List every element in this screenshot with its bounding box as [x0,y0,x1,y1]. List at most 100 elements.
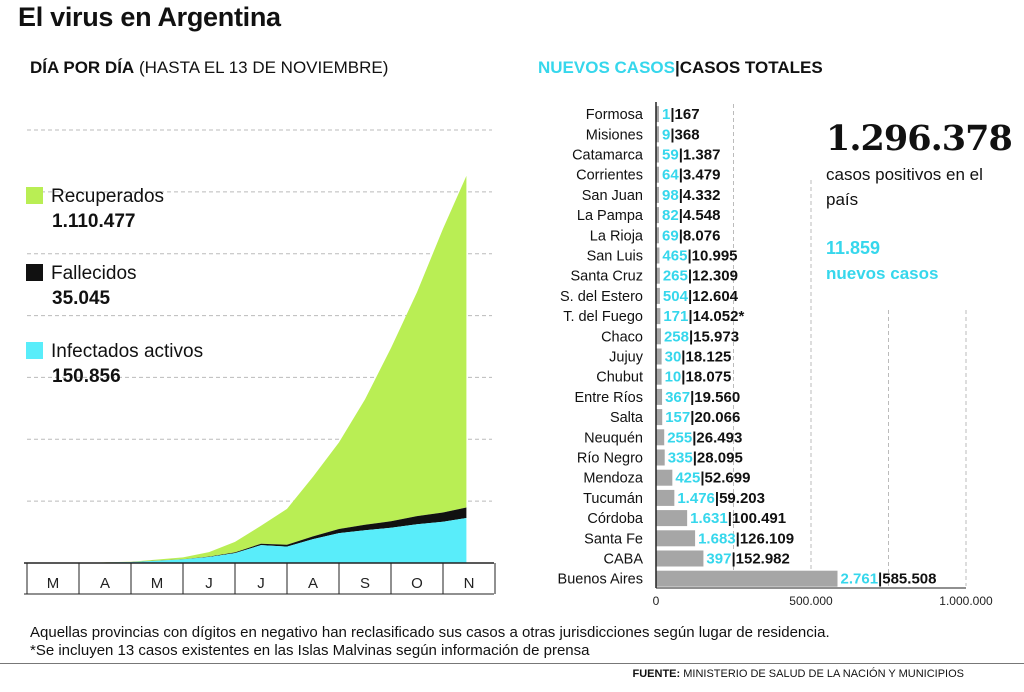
bar-total-cases-label: |1.387 [679,147,721,164]
bar-total-cases-label: |12.604 [688,288,739,305]
bar-chart-gridlines [733,104,967,586]
bar-category-label: Santa Cruz [570,269,643,285]
area-x-tick-label: J [257,575,265,592]
bar-row: Tucumán 1.476|59.203 [583,489,765,507]
area-x-tick-label: A [308,575,318,592]
bar-new-cases-label: 30 [665,349,682,366]
active-swatch-icon [26,342,43,359]
legend-recovered-value: 1.110.477 [52,211,136,232]
bar-category-label: Jujuy [609,350,644,366]
bar-total-cases [656,126,659,143]
legend-active-value: 150.856 [52,366,121,387]
bar-total-cases-label: |15.973 [689,328,739,345]
bar-total-cases [656,146,659,163]
bar-total-cases-label: |167 [670,106,699,123]
bar-row: T. del Fuego 171|14.052* [563,308,744,325]
bar-row: Salta 157|20.066 [610,409,740,426]
bar-data-label: 98|4.332 [662,187,720,204]
total-cases-heading: CASOS TOTALES [679,58,823,77]
bar-new-cases-label: 10 [665,369,682,386]
bar-category-label: Entre Ríos [575,390,644,406]
bar-total-cases-label: |152.982 [731,551,789,568]
bar-category-label: T. del Fuego [563,309,643,325]
bar-data-label: 10|18.075 [665,369,732,386]
bar-category-label: Río Negro [577,451,643,467]
bar-new-cases-label: 397 [706,551,731,568]
source-text: MINISTERIO DE SALUD DE LA NACIÓN Y MUNIC… [683,668,964,680]
bar-row: Santa Cruz 265|12.309 [570,267,738,285]
legend-deaths-label: Fallecidos [51,263,137,284]
legend-deaths: Fallecidos 35.045 [26,263,137,310]
bar-new-cases-label: 82 [662,207,679,224]
bar-data-label: 1.476|59.203 [677,490,765,507]
bar-total-cases [656,207,659,224]
bar-total-cases-label: |4.548 [679,207,721,224]
bar-row: Formosa 1|167 [586,106,700,123]
area-x-tick-label: M [47,575,60,592]
bar-new-cases-label: 171 [663,308,688,325]
bar-total-cases [656,570,838,587]
bar-row: Jujuy 30|18.125 [609,348,732,366]
bar-x-tick-label: 0 [653,594,660,608]
bar-data-label: 171|14.052* [663,308,744,325]
bar-new-cases-label: 69 [662,227,679,244]
legend-active-label: Infectados activos [51,341,204,362]
bar-row: Entre Ríos 367|19.560 [575,388,740,406]
bar-total-cases [656,368,662,385]
bar-chart-x-axis: 0 500.000 1.000.000 [653,102,993,608]
bar-new-cases-label: 1.683 [698,530,736,547]
bar-new-cases-label: 157 [665,409,690,426]
bar-data-label: 59|1.387 [662,147,720,164]
new-cases-label: nuevos casos [826,264,939,283]
bar-total-cases [656,348,662,365]
area-x-tick-label: N [464,575,475,592]
bar-total-cases-label: |18.125 [681,349,731,366]
total-cases-label: casos positivos en el país [826,165,983,209]
bar-category-label: Corrientes [576,168,643,184]
bar-total-cases-label: |26.493 [692,429,742,446]
bar-row: San Juan 98|4.332 [582,186,720,204]
bar-total-cases-label: |18.075 [681,369,731,386]
bar-category-label: Córdoba [587,511,644,527]
bar-row: S. del Estero 504|12.604 [560,287,739,305]
bar-total-cases [656,469,673,486]
heading-separator: | [674,58,680,77]
bar-new-cases-label: 367 [665,389,690,406]
bar-total-cases-label: |10.995 [687,248,737,265]
bar-data-label: 30|18.125 [665,349,732,366]
bar-total-cases-label: |28.095 [693,450,743,467]
bar-data-label: 335|28.095 [668,450,743,467]
bar-total-cases [656,409,663,426]
bar-data-label: 82|4.548 [662,207,720,224]
page-title: El virus en Argentina [18,2,281,32]
bar-total-cases [656,449,665,466]
bar-new-cases-label: 335 [668,450,693,467]
legend-recovered-label: Recuperados [51,186,165,207]
bar-new-cases-label: 255 [667,429,692,446]
bar-data-label: 1.683|126.109 [698,530,794,547]
bar-row: Mendoza 425|52.699 [583,469,750,487]
bar-chart: Formosa 1|167 Misiones 9|368 Catamarca 59|1.3… [558,106,936,588]
legend-deaths-value: 35.045 [52,288,111,309]
bar-data-label: 1|167 [662,106,700,123]
bar-total-cases [656,287,660,304]
area-x-tick-label: J [205,575,213,592]
series-area-recovered [27,175,467,563]
bar-category-label: San Luis [587,249,643,265]
bar-category-label: La Rioja [590,228,644,244]
bar-total-cases-label: |12.309 [688,268,738,285]
bar-data-label: 1.631|100.491 [690,510,786,527]
bar-x-tick-label: 500.000 [789,594,833,608]
bar-row: Buenos Aires 2.761|585.508 [558,570,936,588]
bar-new-cases-label: 265 [663,268,688,285]
bar-category-label: San Juan [582,188,643,204]
bar-row: Misiones 9|368 [586,126,700,143]
bar-new-cases-label: 1.631 [690,510,728,527]
bar-new-cases-label: 1 [662,106,670,123]
bar-new-cases-label: 504 [663,288,689,305]
bar-total-cases-label: |19.560 [690,389,740,406]
bar-row: Chaco 258|15.973 [601,328,739,345]
bar-row: Catamarca 59|1.387 [572,146,720,164]
bar-row: CABA 397|152.982 [604,550,790,568]
